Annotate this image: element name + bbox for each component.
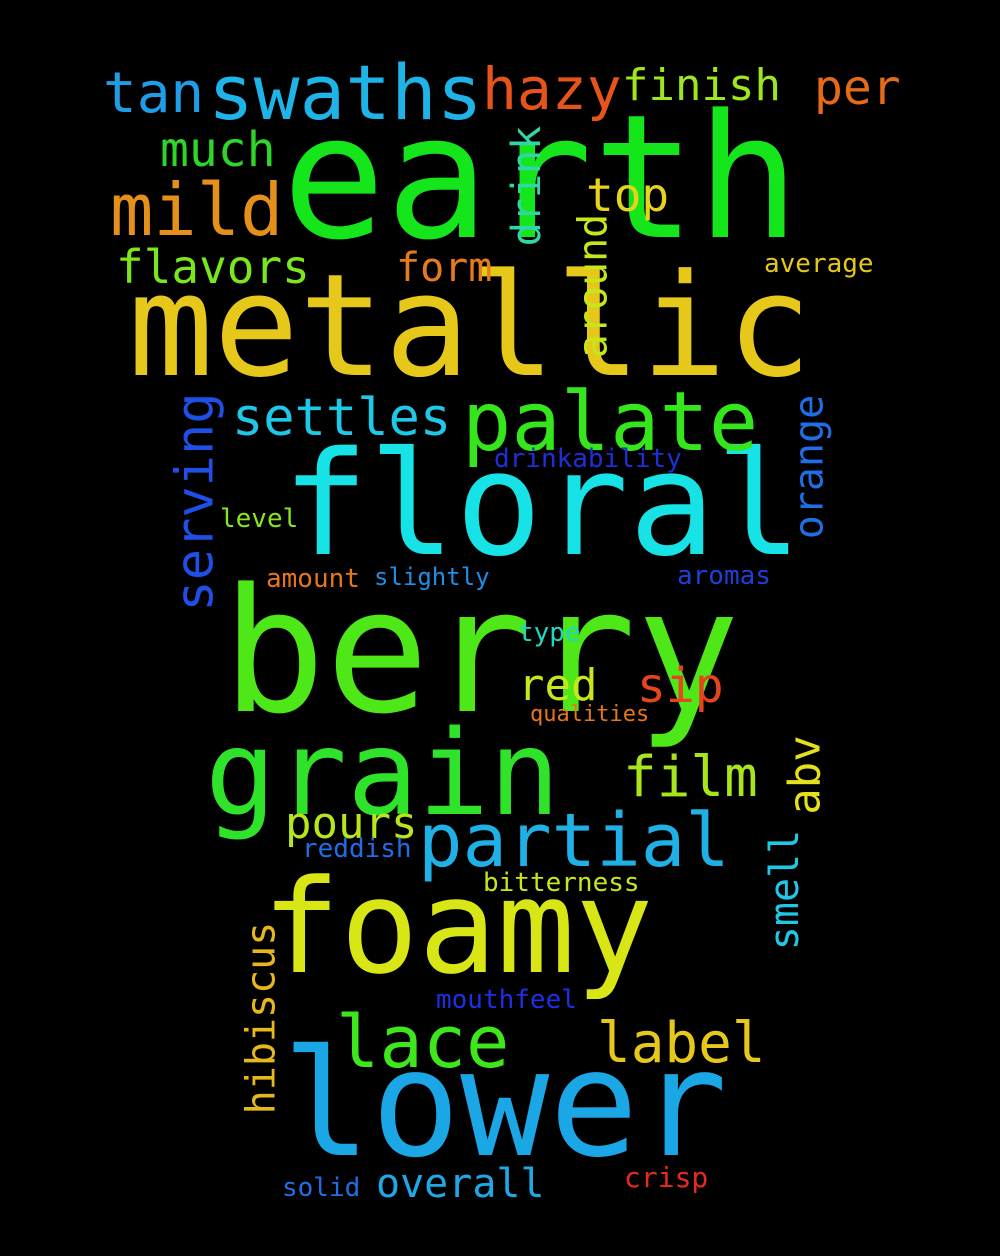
word-much: much	[160, 122, 276, 178]
word-level: level	[220, 504, 299, 534]
word-hazy: hazy	[482, 55, 622, 123]
word-aromas: aromas	[677, 561, 771, 591]
word-tan: tan	[103, 61, 205, 126]
word-pours: pours	[285, 798, 418, 849]
word-flavors: flavors	[116, 240, 310, 294]
word-red: red	[518, 660, 598, 711]
word-reddish: reddish	[302, 834, 412, 864]
word-abv: abv	[779, 735, 831, 815]
word-drink: drink	[504, 125, 551, 247]
word-top: top	[586, 168, 670, 222]
word-orange: orange	[786, 394, 833, 540]
word-film: film	[623, 745, 758, 810]
word-crisp: crisp	[624, 1161, 709, 1194]
word-grain: grain	[205, 704, 561, 842]
word-finish: finish	[622, 60, 781, 111]
word-floral: floral	[282, 420, 803, 588]
word-form: form	[396, 245, 493, 291]
word-drinkability: drinkability	[494, 444, 682, 474]
word-label: label	[597, 1011, 766, 1076]
word-lace: lace	[336, 1000, 510, 1084]
word-berry: berry	[222, 551, 740, 752]
word-settles: settles	[232, 388, 452, 448]
word-average: average	[764, 249, 874, 279]
word-mouthfeel: mouthfeel	[436, 985, 577, 1015]
word-mild: mild	[110, 168, 284, 252]
word-foamy: foamy	[262, 851, 654, 1003]
word-qualities: qualities	[530, 702, 650, 727]
word-lower: lower	[282, 1018, 728, 1190]
word-swaths: swaths	[208, 48, 483, 137]
word-around: around	[570, 213, 617, 359]
word-palate: palate	[462, 375, 759, 470]
word-earth: earth	[282, 77, 800, 278]
word-per: per	[814, 60, 901, 116]
word-hibiscus: hibiscus	[238, 921, 285, 1115]
word-amount: amount	[266, 564, 360, 594]
word-slightly: slightly	[374, 563, 490, 591]
word-metallic: metallic	[128, 244, 812, 409]
word-overall: overall	[376, 1161, 545, 1207]
word-bitterness: bitterness	[483, 868, 640, 898]
word-smell: smell	[762, 829, 809, 951]
word-partial: partial	[418, 798, 730, 884]
word-solid: solid	[282, 1173, 361, 1203]
word-sip: sip	[637, 658, 724, 714]
word-type: type	[518, 618, 581, 648]
word-serving: serving	[165, 392, 226, 612]
